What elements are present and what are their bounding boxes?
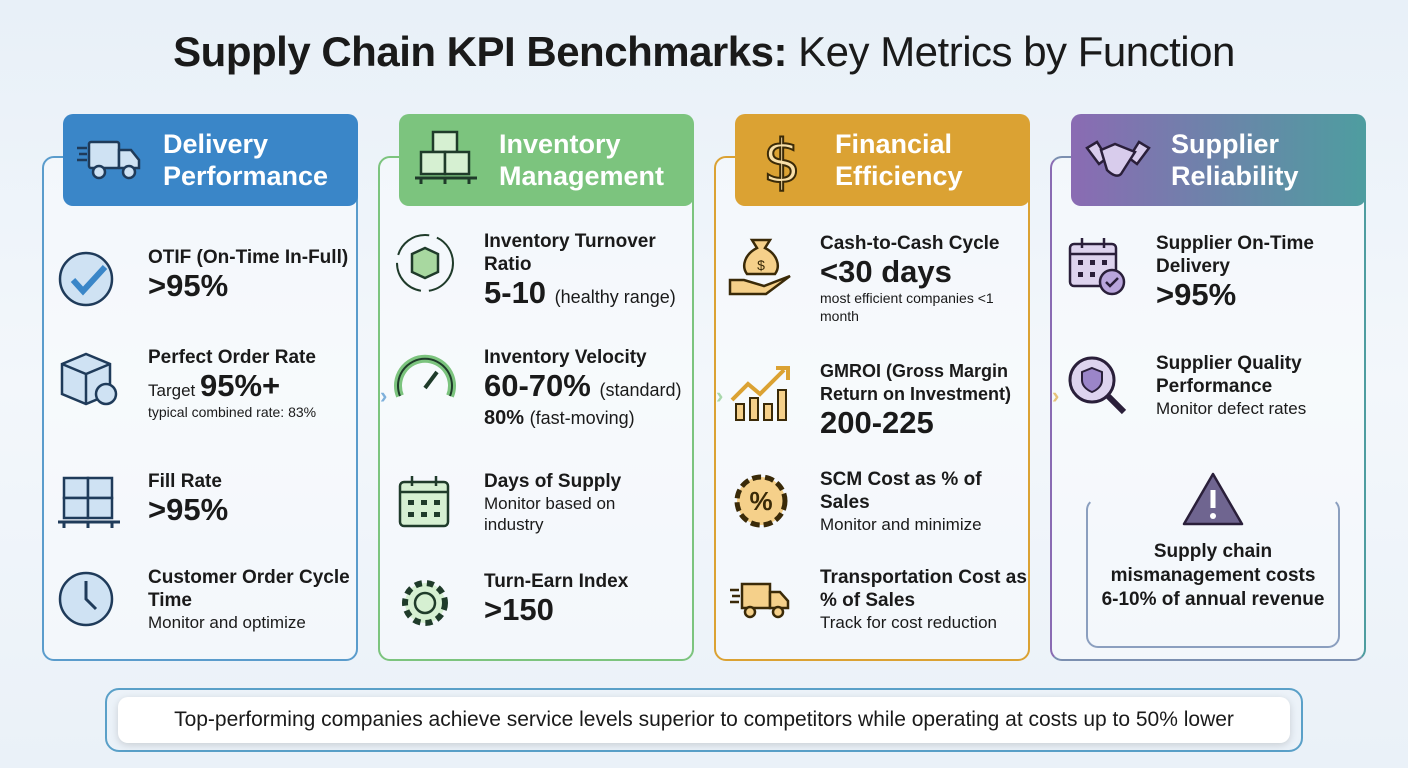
arrow-icon: › bbox=[716, 383, 724, 408]
cycle-box-icon bbox=[396, 234, 454, 292]
arrow-icon: › bbox=[380, 383, 388, 408]
gauge-icon bbox=[394, 354, 456, 398]
kpi-supplier-quality-performance: Supplier Quality Performance Monitor defe… bbox=[1064, 352, 1364, 419]
page-title: Supply Chain KPI Benchmarks: Key Metrics… bbox=[173, 28, 1235, 75]
svg-text:$: $ bbox=[757, 257, 765, 273]
header-inventory-management: Inventory Management bbox=[399, 114, 694, 206]
warning-callout bbox=[1086, 498, 1340, 648]
kpi-cash-to-cash-cycle: $ Cash-to-Cash Cycle <30 days most efficie… bbox=[728, 232, 1028, 325]
calendar-icon bbox=[398, 476, 450, 528]
dollar-icon: $ bbox=[762, 128, 802, 192]
boxes-pallet-icon bbox=[415, 130, 477, 184]
kpi-inventory-turnover-ratio: Inventory Turnover Ratio 5-10 (healthy ra… bbox=[392, 230, 692, 314]
handshake-icon bbox=[1085, 140, 1151, 177]
pallet-boxes-icon bbox=[58, 476, 120, 528]
kpi-inventory-velocity: Inventory Velocity 60-70% (standard) 80% (… bbox=[392, 346, 692, 430]
magnifier-shield-icon bbox=[1068, 356, 1127, 415]
percent-badge-icon: % bbox=[734, 474, 788, 528]
kpi-turn-earn-index: Turn-Earn Index >150 bbox=[392, 570, 692, 636]
column-supplier-reliability: Supplier Reliability Supplier On-Time De… bbox=[1050, 114, 1375, 662]
column-inventory-management: Inventory Management Inventory Turnover … bbox=[378, 114, 703, 662]
check-circle-icon bbox=[58, 251, 114, 307]
kpi-days-of-supply: Days of Supply Monitor based on industry bbox=[392, 470, 692, 536]
kpi-fill-rate: Fill Rate >95% bbox=[56, 470, 356, 536]
bottom-banner: Top-performing companies achieve service… bbox=[118, 697, 1290, 743]
kpi-otif: OTIF (On-Time In-Full) >95% bbox=[56, 246, 356, 312]
kpi-gmroi: GMROI (Gross Margin Return on Investment… bbox=[728, 360, 1028, 440]
box-award-icon bbox=[60, 352, 118, 406]
clock-icon bbox=[58, 571, 114, 627]
truck-icon bbox=[77, 140, 141, 180]
column-delivery-performance: Delivery Performance OTIF (On-Time In-Fu… bbox=[42, 114, 367, 662]
gear-icon bbox=[402, 580, 448, 626]
truck-icon bbox=[730, 582, 790, 619]
bottom-connector bbox=[105, 688, 1303, 752]
kpi-perfect-order-rate: Perfect Order Rate Target 95%+ typical com… bbox=[56, 346, 356, 421]
warning-text: Supply chain mismanagement costs 6-10% o… bbox=[1101, 541, 1325, 610]
header-supplier-reliability: Supplier Reliability bbox=[1071, 114, 1366, 206]
money-bag-hand-icon: $ bbox=[728, 238, 791, 296]
svg-text:%: % bbox=[749, 486, 772, 516]
growth-chart-icon bbox=[730, 366, 790, 421]
kpi-scm-cost: % SCM Cost as % of Sales Monitor and mini… bbox=[728, 468, 1028, 535]
kpi-transportation-cost: Transportation Cost as % of Sales Track f… bbox=[728, 566, 1028, 633]
arrow-icon: › bbox=[1052, 383, 1060, 408]
calendar-check-icon bbox=[1068, 238, 1126, 296]
warning-icon bbox=[1182, 472, 1244, 526]
kpi-customer-order-cycle-time: Customer Order Cycle Time Monitor and opt… bbox=[56, 566, 356, 633]
header-financial-efficiency: $ Financial Efficiency bbox=[735, 114, 1030, 206]
header-delivery-performance: Delivery Performance bbox=[63, 114, 358, 206]
column-financial-efficiency: $ Financial Efficiency $ Cash-to-Cash Cy… bbox=[714, 114, 1039, 662]
kpi-supplier-on-time-delivery: Supplier On-Time Delivery >95% bbox=[1064, 232, 1364, 312]
svg-text:$: $ bbox=[763, 128, 801, 192]
